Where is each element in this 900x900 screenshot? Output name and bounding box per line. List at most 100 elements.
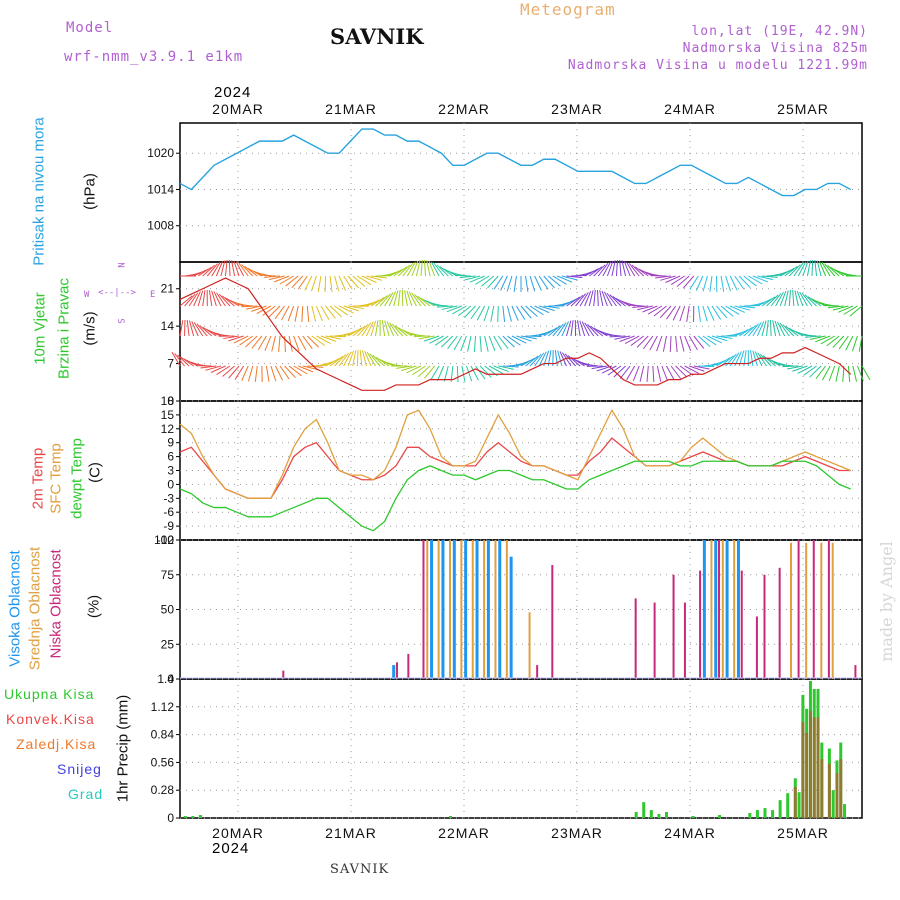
legend-conv-rain: Konvek.Kisa [6,711,95,727]
wind-arrow [361,350,367,367]
wind-arrow [698,365,715,368]
y-tick-label-2: 3 [167,464,174,478]
wind-arrow [384,320,390,337]
wind-arrow [762,355,776,367]
wind-arrow [792,365,808,372]
wind-arrow [716,305,728,319]
chart-subtitle: Meteogram [520,0,616,19]
precip-total-bar [778,800,782,818]
wind-arrow [761,275,778,278]
wind-arrow [432,304,449,307]
y-tick-label-3: 25 [161,637,175,651]
wind-arrow [424,260,427,277]
wind-arrow [414,294,426,307]
precip-conv-bar [839,759,843,818]
y-tick-label-1: 0 [167,394,174,408]
wind-arrow [520,305,532,319]
wind-arrow [361,322,372,337]
wind-arrow [511,335,527,344]
temp-sfc-line [179,408,851,499]
panel-frame-0 [179,122,863,263]
wind-arrow [679,365,694,376]
precip-total-bar [755,810,759,818]
wind-arrow [809,365,822,378]
wind-arrow [359,350,363,367]
wind-arrow [670,275,685,285]
precip-total-bar [649,810,653,818]
wind-arrow [500,275,508,291]
wind-arrow [851,335,858,352]
wind-arrow [835,365,840,382]
precip-conv-bar [812,717,816,818]
wind-arrow [460,335,467,352]
wind-arrow [233,335,249,344]
wind-arrow [774,320,781,337]
wind-arrow [800,334,817,337]
wind-arrow [231,260,236,277]
cloud-bar-low [827,540,830,679]
y-tick-label-2: -3 [163,491,174,505]
wind-arrow [756,321,765,337]
wind-arrow [824,263,836,277]
wind-arrow [325,335,342,340]
wind-arrow [655,275,672,279]
wind-arrow [711,335,728,342]
wind-arrow [338,305,354,314]
wind-arrow [612,296,626,307]
wind-arrow [757,275,774,281]
wind-arrow [656,365,662,382]
wind-arrow [446,305,463,313]
wind-arrow [311,335,326,346]
wind-arrow [184,293,196,307]
legend-total-rain: Ukupna Kisa [4,686,95,702]
wind-arrow [310,275,317,292]
wind-arrow [459,275,476,279]
wind-arrow [193,268,209,277]
wind-arrow [547,325,561,337]
wind-arrow [584,322,595,337]
wind-arrow [188,320,195,337]
wind-arrow [356,349,359,367]
year-bottom: 2024 [212,840,250,857]
cloud-bar-mid [710,540,713,679]
precip-conv-bar [816,717,820,818]
wind-arrow [752,322,762,337]
wind-arrow [599,290,604,307]
wind-arrow [288,365,302,377]
wind-arrow [473,335,477,352]
wind-arrow [415,260,421,277]
wind-arrow [679,335,685,352]
wind-arrow [430,365,440,380]
wind-arrow [400,365,417,372]
wind-arrow [408,291,417,307]
page-title: SAVNIK [330,24,424,49]
y-tick-label-2: -6 [163,505,174,519]
wind-arrow [334,354,347,367]
wind-arrow [788,290,791,307]
wind-arrow [602,261,611,277]
cloud-bar-high [509,556,513,679]
wind-arrow [306,335,320,348]
wind-arrow [770,293,782,307]
precip-total-bar [771,810,775,818]
wind-arrow [210,365,226,373]
wind-arrow [520,335,537,340]
wind-arrow [325,357,340,367]
wind-arrow [245,335,258,348]
wind-arrow [556,322,567,337]
cloud-bar-low [536,665,539,679]
wind-arrow [552,323,564,337]
wind-arrow [213,291,222,307]
wind-arrow [211,290,217,307]
cloud-bar-mid [505,540,508,679]
wind-arrow [493,365,509,373]
cloud-bar-high [725,540,729,679]
wind-arrow [420,260,423,277]
wind-arrow [856,365,864,382]
wind-arrow [366,352,376,367]
wind-arrow [656,335,663,352]
wind-arrow [847,365,851,382]
wind-arrow [506,275,513,292]
wind-arrow [591,365,608,370]
precip-total-bar [664,812,668,818]
